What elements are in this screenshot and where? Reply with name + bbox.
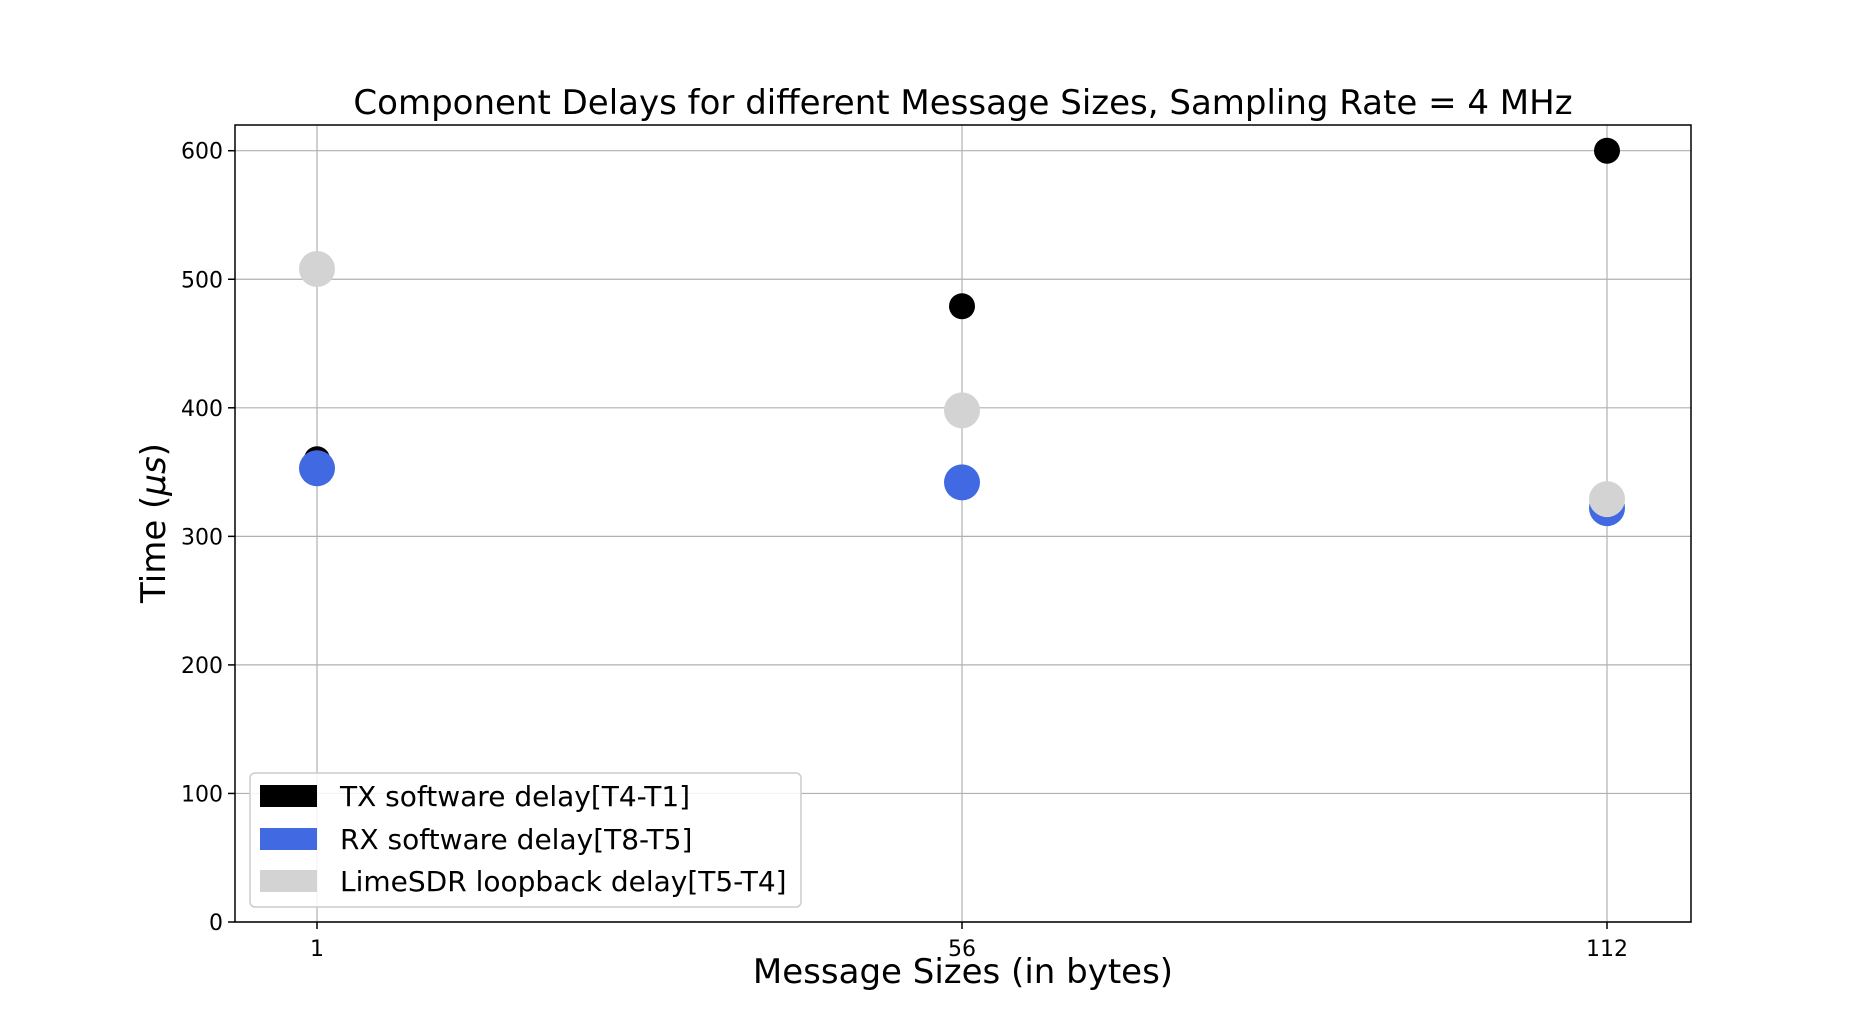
legend: TX software delay[T4-T1] RX software del… <box>249 772 802 908</box>
limesdr-point <box>299 250 335 287</box>
y-axis-label-unit: μs <box>134 456 174 496</box>
x-axis-label: Message Sizes (in bytes) <box>753 952 1173 992</box>
legend-label-tx: TX software delay[T4-T1] <box>339 780 690 813</box>
y-tick-label: 0 <box>209 911 223 936</box>
x-tick-label: 1 <box>310 937 324 962</box>
rx-point <box>299 450 335 487</box>
y-tick-label: 600 <box>181 140 223 165</box>
legend-label-limesdr: LimeSDR loopback delay[T5-T4] <box>340 865 787 898</box>
legend-swatch-rx <box>260 828 317 850</box>
legend-swatch-tx <box>260 785 317 807</box>
rx-point <box>944 464 980 501</box>
legend-label-rx: RX software delay[T8-T5] <box>340 823 692 856</box>
tx-point <box>949 293 975 320</box>
chart-title: Component Delays for different Message S… <box>353 83 1572 123</box>
y-tick-label: 100 <box>181 782 223 807</box>
y-tick-label: 400 <box>181 397 223 422</box>
y-tick-label: 500 <box>181 268 223 293</box>
plot-frame <box>234 124 1692 923</box>
y-axis-label: Time (μs) <box>134 443 174 604</box>
y-tick-label: 200 <box>181 654 223 679</box>
y-axis-label-prefix: Time ( <box>134 496 174 604</box>
y-tick-label: 300 <box>181 525 223 550</box>
x-tick-label: 56 <box>948 937 976 962</box>
legend-swatch-limesdr <box>260 870 317 892</box>
y-axis-ticks: 0 100 200 300 400 500 600 <box>181 140 235 936</box>
y-axis-label-suffix: ) <box>134 443 174 456</box>
x-axis-ticks: 1 56 112 <box>310 922 1628 962</box>
limesdr-point <box>944 392 980 429</box>
tx-point <box>1594 137 1620 164</box>
legend-box <box>249 772 802 908</box>
limesdr-point <box>1589 481 1625 518</box>
data-points <box>299 137 1625 527</box>
x-tick-label: 112 <box>1586 937 1628 962</box>
